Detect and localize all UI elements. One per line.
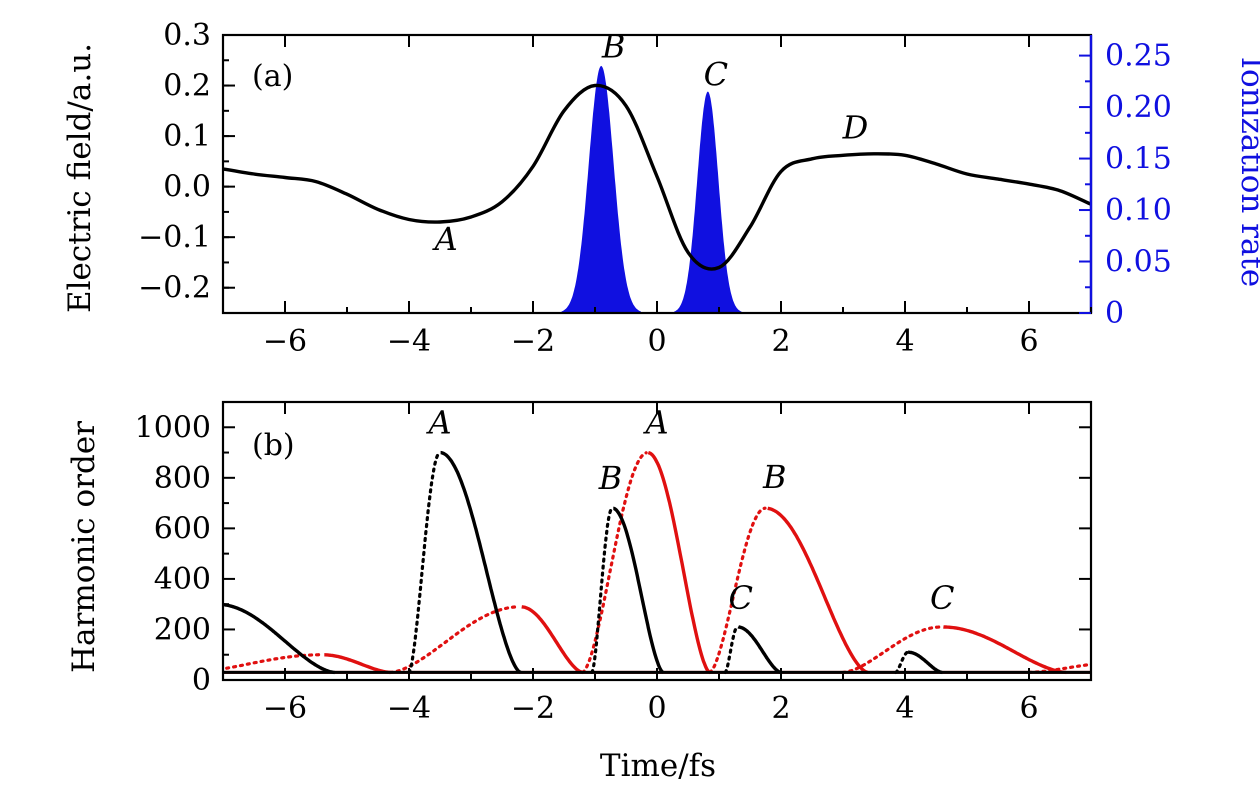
panel-a-y-axis-label: Electric field/a.u. (62, 43, 98, 313)
panel-a-y-tick-label: 0.2 (163, 69, 211, 104)
panel-a-annotation: D (842, 109, 869, 147)
panel-a-annotation: B (601, 28, 626, 66)
red-series-peak-5-rise (841, 625, 942, 674)
red-series-peak-4-rise (708, 506, 767, 674)
panel-b-x-tick-label: 6 (1019, 691, 1038, 726)
panel-a-y2-tick-label: 0.10 (1105, 193, 1172, 228)
panel-b-annotation: C (728, 579, 752, 617)
panel-b-y-tick-label: 400 (154, 562, 211, 597)
panel-a-y2-tick-label: 0.25 (1105, 39, 1172, 74)
panel-a-y2-tick-label: 0.15 (1105, 142, 1172, 177)
black-series-peak-5-fall (908, 650, 943, 675)
black-series-peak-1-fall (223, 602, 335, 675)
panel-b-x-tick-label: −2 (511, 691, 555, 726)
panel-a-x-tick-label: 4 (895, 324, 914, 359)
electric-field-line (223, 83, 1091, 271)
panel-b-ticks: −6 −4 −2 0 2 4 6 1000 800 600 400 200 0 (135, 401, 1092, 726)
panel-a-annotation: C (704, 56, 728, 94)
panel-a-plot-area (223, 65, 1091, 313)
panel-a-y-tick-label: −0.1 (138, 220, 211, 255)
panel-b-label: (b) (252, 428, 295, 463)
panel-b-x-tick-label: 0 (647, 691, 666, 726)
panel-a-x-tick-label: −6 (263, 324, 307, 359)
panel-b-x-tick-label: 2 (771, 691, 790, 726)
panel-b-y-tick-label: 200 (154, 612, 211, 647)
black-series-peak-3-fall (613, 506, 664, 674)
panel-a: −6 −4 −2 0 2 4 6 0.3 0.2 0.1 0.0 −0.1 −0.2 0.25 0.20 0.… (62, 18, 1260, 359)
panel-a-y2-tick-label: 0.05 (1105, 245, 1172, 280)
red-series-peak-3-fall (647, 450, 711, 674)
panel-b-x-tick-label: −6 (263, 691, 307, 726)
panel-b-y-tick-label: 600 (154, 511, 211, 546)
panel-a-y-tick-label: 0.0 (163, 170, 211, 205)
panel-b-y-tick-label: 800 (154, 461, 211, 496)
panel-b-y-tick-label: 1000 (135, 410, 211, 445)
panel-b-annotation: A (642, 404, 668, 442)
panel-b-y-axis-label: Harmonic order (66, 421, 102, 673)
panel-b-annotation: A (425, 404, 451, 442)
red-series-peak-1-rise (223, 653, 323, 671)
black-series-peak-2-fall (440, 450, 522, 674)
panel-b-plot-area (223, 450, 1091, 675)
panel-a-y-tick-label: 0.3 (163, 18, 211, 53)
red-series-peak-4-fall (767, 506, 869, 675)
panel-a-y2-axis-label: Ionization rate (1234, 57, 1260, 288)
panel-b-annotation: B (762, 458, 787, 496)
red-series-peak-3-rise (581, 451, 648, 674)
panel-a-y2-tick-label: 0.20 (1105, 90, 1172, 125)
panel-a-label: (a) (252, 59, 293, 94)
panel-b-x-tick-label: 4 (895, 691, 914, 726)
panel-b-annotation: C (930, 579, 954, 617)
red-series-peak-2-fall (521, 605, 584, 675)
panel-b-frame (221, 400, 1093, 682)
black-series-peak-4-rise (723, 625, 739, 674)
panel-a-y-tick-label: 0.1 (163, 119, 211, 154)
red-series-peak-1-fall (324, 653, 391, 675)
panel-b: −6 −4 −2 0 2 4 6 1000 800 600 400 200 0 (b) Harmonic… (66, 400, 1093, 784)
panel-a-y-tick-label: −0.2 (138, 271, 211, 306)
black-series-peak-5-rise (894, 650, 910, 674)
panel-a-x-tick-label: 0 (647, 324, 666, 359)
panel-a-annotation: A (432, 220, 458, 258)
ionization-peak-1 (561, 65, 641, 313)
red-series-peak-5-fall (943, 625, 1067, 675)
panel-a-x-tick-label: 6 (1019, 324, 1038, 359)
ionization-peak-2 (674, 91, 742, 313)
panel-a-x-tick-label: 2 (771, 324, 790, 359)
panel-a-x-tick-label: −4 (387, 324, 431, 359)
panel-a-ticks: −6 −4 −2 0 2 4 6 0.3 0.2 0.1 0.0 −0.1 −0.2 0.25 0.20 0.… (138, 18, 1172, 359)
panel-b-x-axis-label: Time/fs (600, 748, 716, 784)
panel-a-y2-tick-label: 0 (1105, 296, 1124, 331)
black-series-peak-4-fall (737, 625, 782, 675)
black-series-peak-3-rise (590, 506, 614, 674)
panel-b-y-tick-label: 0 (192, 663, 211, 698)
black-series-peak-2-rise (407, 451, 441, 674)
panel-b-x-tick-label: −4 (387, 691, 431, 726)
panel-a-x-tick-label: −2 (511, 324, 555, 359)
panel-b-annotation: B (598, 459, 623, 497)
